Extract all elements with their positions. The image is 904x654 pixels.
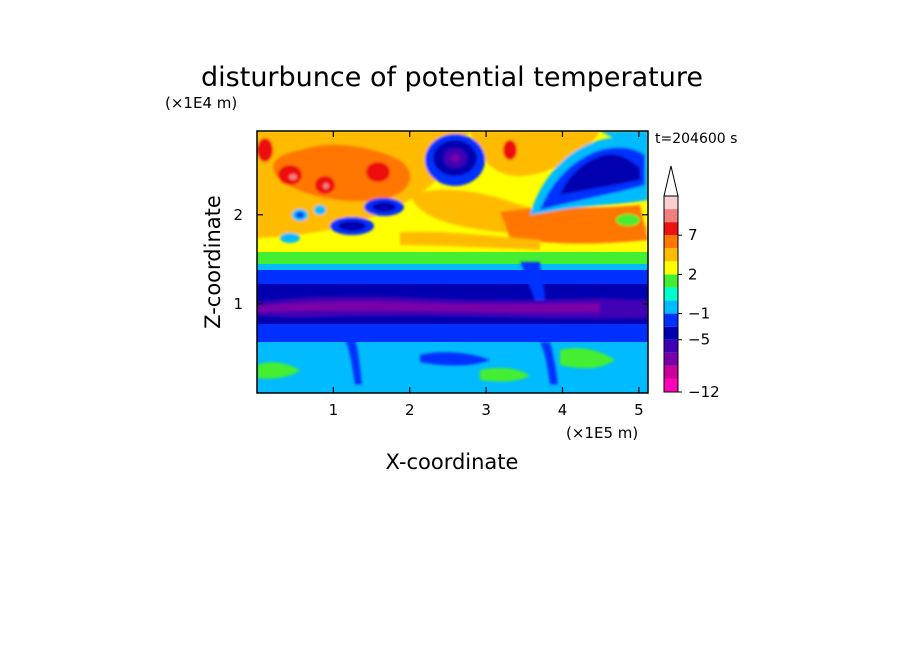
y-axis-label: Z-coordinate [201, 195, 225, 329]
warm-orange-right [500, 205, 648, 244]
band-green [257, 250, 648, 264]
red-spot-4 [322, 154, 338, 166]
colorbar-label: −1 [688, 305, 710, 323]
red-spot-6 [503, 140, 517, 160]
eddy-cyan-2 [314, 205, 326, 215]
pink-spot-1 [289, 174, 297, 180]
x-ticks: 1 2 3 4 5 [329, 131, 644, 419]
x-axis-label: X-coordinate [386, 450, 519, 474]
colorbar-segment [664, 378, 678, 392]
colorbar-label: 7 [688, 226, 698, 244]
colorbar-segment [664, 365, 678, 379]
colorbar-label: −5 [688, 331, 710, 349]
band-lower-blue [257, 322, 648, 342]
red-spot-5 [257, 138, 273, 162]
x-tick-label: 1 [329, 401, 339, 419]
x-tick-label: 5 [634, 401, 644, 419]
lower-blue-spike-1 [345, 340, 362, 385]
colorbar: 7 2 −1 −5 −12 [663, 165, 720, 401]
x-tick-label: 4 [558, 401, 568, 419]
colorbar-segment [664, 274, 678, 288]
eddy-darkblue-2 [372, 202, 396, 212]
pink-spot-2 [323, 183, 329, 189]
right-upper-cyan [600, 131, 648, 142]
plot-frame [256, 130, 649, 394]
red-spot-1 [278, 165, 302, 185]
bottom-cyan-strip [257, 385, 648, 393]
x-unit-label: (×1E5 m) [566, 424, 638, 442]
y-ticks: 12 [233, 206, 648, 313]
lower-green-1 [257, 362, 300, 379]
colorbar-segment [664, 222, 678, 236]
colorbar-segment [664, 339, 678, 353]
colorbar-segment [664, 248, 678, 262]
x-tick-label: 3 [481, 401, 491, 419]
colorbar-segment [664, 313, 678, 327]
colorbar-frame [663, 195, 679, 393]
y-tick-label: 1 [233, 295, 243, 313]
colorbar-segment [664, 352, 678, 366]
lower-green-2 [560, 348, 615, 369]
lower-blue-spike-2 [540, 342, 558, 385]
blue-dip-1 [520, 262, 545, 300]
band-cyan [257, 262, 648, 270]
warm-upper-right [470, 131, 600, 176]
eddy-cyan-3 [280, 233, 300, 243]
colorbar-segment [664, 235, 678, 249]
heatmap-field [257, 131, 648, 393]
colorbar-segment [664, 196, 678, 210]
colorbar-segment [664, 209, 678, 223]
lower-blue-patch [420, 352, 490, 366]
colorbar-segment [664, 261, 678, 275]
lower-green-3 [480, 368, 530, 382]
red-spot-3 [366, 162, 390, 182]
right-darkblue-dome [560, 154, 640, 195]
band-upper-blue [257, 268, 648, 284]
y-tick-label: 2 [233, 206, 243, 224]
purple-core-inner [257, 301, 600, 313]
colorbar-label: −12 [688, 383, 720, 401]
warm-orange-band [272, 144, 411, 202]
yellow-streak [400, 231, 540, 250]
y-unit-label: (×1E4 m) [165, 94, 237, 112]
eddy-darkblue-1 [338, 221, 366, 231]
colorbar-segment [664, 326, 678, 340]
top-purple-inner [450, 154, 460, 162]
right-green-patch [616, 214, 640, 226]
colorbar-extend-arrow [663, 165, 679, 197]
eddy-blue-3 [296, 212, 304, 218]
chart-title: disturbunce of potential temperature [201, 62, 703, 93]
time-label: t=204600 s [655, 131, 737, 147]
colorbar-segment [664, 287, 678, 301]
colorbar-segment [664, 300, 678, 314]
colorbar-label: 2 [688, 265, 698, 283]
x-tick-label: 2 [405, 401, 415, 419]
